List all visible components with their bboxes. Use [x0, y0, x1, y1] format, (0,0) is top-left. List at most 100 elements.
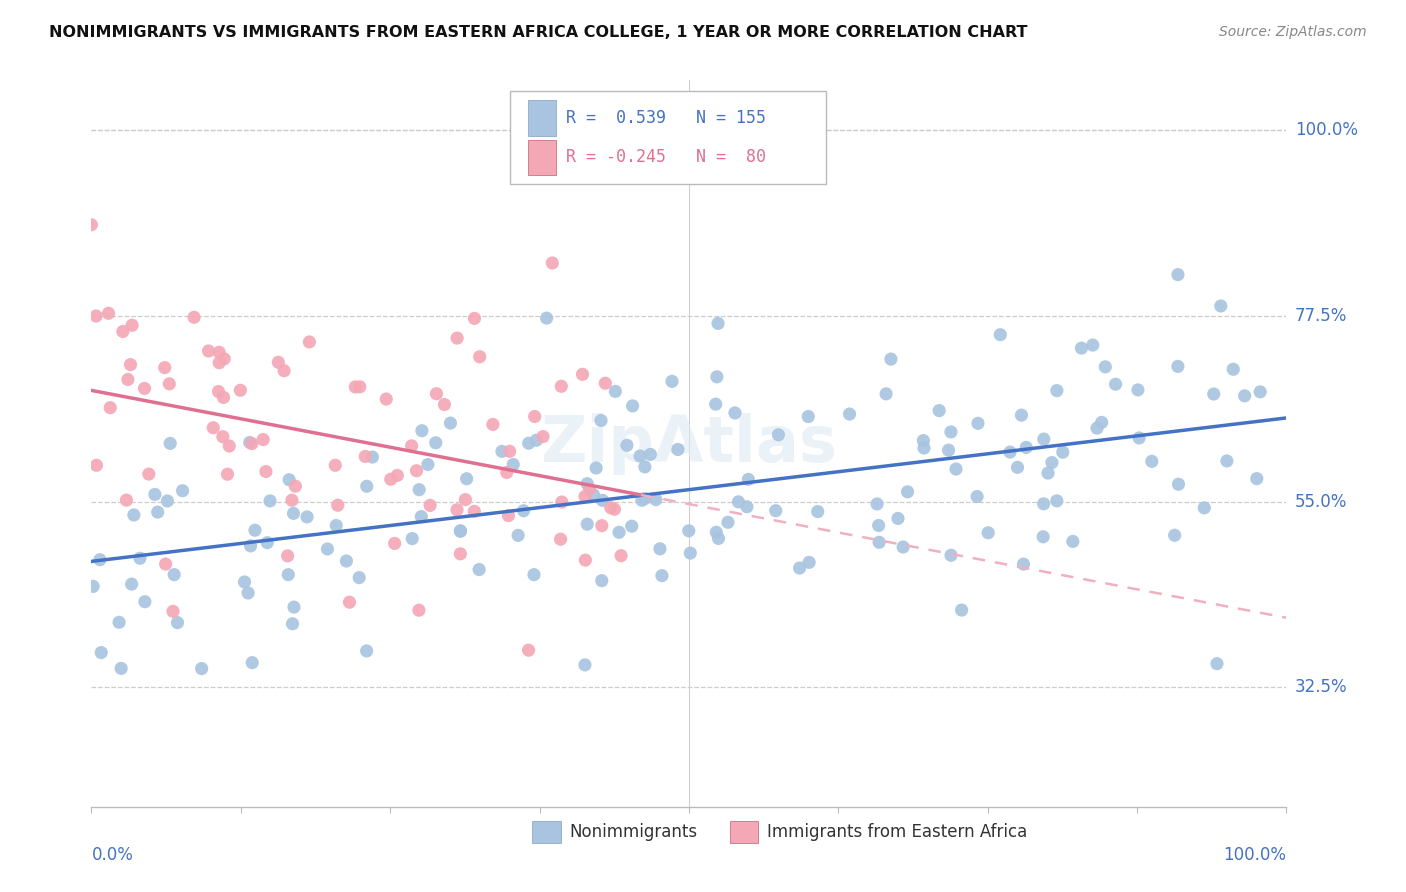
Point [928, 403, 950, 417]
Point [1036, 466, 1059, 480]
Point [90, 646, 112, 660]
Point [84, 309, 107, 323]
Point [463, 311, 485, 326]
Point [278, 473, 301, 487]
Point [1094, 359, 1116, 374]
Point [541, 256, 564, 270]
Point [574, 657, 596, 672]
Point [254, 465, 277, 479]
Point [153, 360, 176, 375]
Point [550, 532, 572, 546]
Point [281, 493, 304, 508]
Point [950, 603, 973, 617]
Point [1206, 657, 1229, 671]
Point [1126, 383, 1149, 397]
Text: 0.0%: 0.0% [91, 847, 134, 864]
Point [212, 351, 235, 366]
Text: 32.5%: 32.5% [1295, 679, 1347, 697]
Point [416, 458, 439, 472]
Point [1040, 456, 1063, 470]
Point [190, 662, 212, 676]
Point [1163, 528, 1185, 542]
Text: 77.5%: 77.5% [1295, 307, 1347, 325]
Text: R = -0.245   N =  80: R = -0.245 N = 80 [565, 148, 766, 167]
Point [574, 490, 596, 504]
Point [240, 436, 263, 450]
Point [166, 615, 188, 630]
Point [384, 536, 406, 550]
Point [121, 577, 143, 591]
Point [631, 493, 654, 508]
Point [295, 510, 318, 524]
Point [939, 548, 962, 562]
Point [1032, 530, 1054, 544]
Point [159, 436, 181, 450]
Point [838, 407, 860, 421]
Point [134, 381, 156, 395]
Point [454, 492, 477, 507]
Point [595, 376, 617, 391]
Point [1062, 534, 1084, 549]
Point [143, 487, 166, 501]
Point [508, 528, 530, 542]
Point [157, 376, 180, 391]
Point [912, 434, 935, 448]
Point [526, 434, 548, 448]
Point [939, 425, 962, 439]
Point [419, 499, 441, 513]
Point [523, 409, 546, 424]
Point [243, 523, 266, 537]
Point [724, 406, 747, 420]
Point [1222, 362, 1244, 376]
Point [411, 509, 433, 524]
Point [1010, 408, 1032, 422]
Point [208, 356, 231, 370]
Point [967, 417, 990, 431]
Point [405, 464, 427, 478]
Point [591, 518, 613, 533]
Point [551, 495, 574, 509]
Point [339, 595, 361, 609]
Point [727, 495, 749, 509]
Point [155, 557, 177, 571]
Point [122, 508, 145, 522]
Point [1194, 500, 1216, 515]
Point [239, 435, 262, 450]
Point [375, 392, 398, 406]
Point [450, 524, 472, 539]
Point [259, 494, 281, 508]
Point [82, 579, 104, 593]
Point [1249, 384, 1271, 399]
Point [868, 518, 890, 533]
Point [498, 508, 520, 523]
Point [138, 467, 160, 481]
Point [704, 397, 727, 411]
Point [146, 505, 169, 519]
Point [463, 504, 485, 518]
Text: 100.0%: 100.0% [1223, 847, 1286, 864]
Point [797, 409, 820, 424]
Point [571, 368, 593, 382]
Point [789, 561, 811, 575]
Point [361, 450, 384, 464]
Point [111, 325, 134, 339]
Point [1209, 299, 1232, 313]
Point [1140, 454, 1163, 468]
Point [875, 387, 897, 401]
Point [212, 391, 235, 405]
Text: NONIMMIGRANTS VS IMMIGRANTS FROM EASTERN AFRICA COLLEGE, 1 YEAR OR MORE CORRELAT: NONIMMIGRANTS VS IMMIGRANTS FROM EASTERN… [49, 25, 1028, 40]
Point [1007, 460, 1029, 475]
Point [356, 479, 378, 493]
Point [591, 574, 613, 588]
Point [1216, 454, 1239, 468]
Point [156, 494, 179, 508]
Point [938, 443, 960, 458]
Point [283, 600, 305, 615]
Point [1233, 389, 1256, 403]
Point [644, 492, 666, 507]
Point [325, 518, 347, 533]
Point [887, 511, 910, 525]
Point [298, 334, 321, 349]
Point [163, 567, 186, 582]
Point [717, 515, 740, 529]
